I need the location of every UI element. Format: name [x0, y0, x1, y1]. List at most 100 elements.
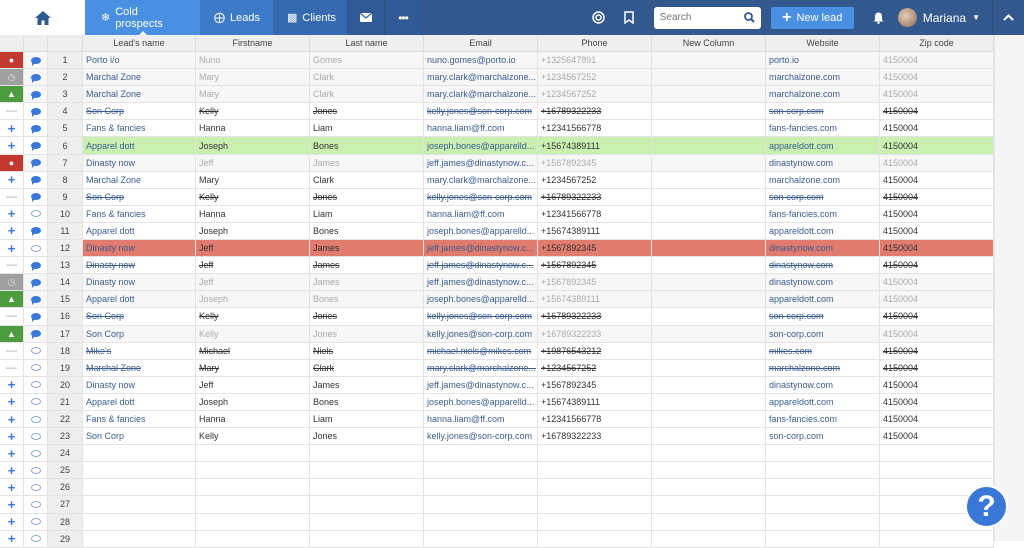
lead-name-cell[interactable]: Mike's — [83, 342, 196, 359]
lead-name-cell[interactable]: Son Corp — [83, 428, 196, 445]
lastname-cell[interactable]: Jones — [310, 428, 424, 445]
minus-icon[interactable]: — — [6, 344, 17, 357]
phone-cell[interactable]: +15674389111 — [538, 222, 652, 240]
lead-name-cell[interactable] — [83, 530, 196, 547]
comment-cell[interactable] — [24, 69, 48, 86]
comment-filled-icon[interactable] — [30, 261, 41, 271]
firstname-cell[interactable]: Joseph — [196, 393, 310, 410]
comment-cell[interactable] — [24, 530, 48, 547]
minus-icon[interactable]: — — [6, 259, 17, 272]
zip-code-cell[interactable]: 4150004 — [880, 52, 994, 69]
website-cell[interactable] — [766, 513, 880, 530]
lastname-cell[interactable]: Clark — [310, 359, 424, 376]
status-cell[interactable]: + — [0, 479, 24, 496]
search-icon[interactable] — [743, 12, 755, 23]
zip-code-cell[interactable]: 4150004 — [880, 359, 994, 376]
status-cell[interactable]: ▲ — [0, 325, 24, 342]
new-column-cell[interactable] — [652, 530, 766, 547]
lead-name-cell[interactable]: Son Corp — [83, 325, 196, 342]
zip-code-cell[interactable]: 4150004 — [880, 308, 994, 325]
firstname-cell[interactable]: Jeff — [196, 274, 310, 291]
status-cell[interactable]: + — [0, 393, 24, 410]
new-column-cell[interactable] — [652, 188, 766, 205]
table-row[interactable]: — 9 Son Corp Kelly Jones kelly.jones@son-corp… — [0, 188, 994, 206]
new-column-cell[interactable] — [652, 86, 766, 103]
email-cell[interactable]: michael.niels@mikes.com — [424, 342, 538, 359]
column-header-new-column[interactable]: New Column — [652, 35, 766, 51]
phone-cell[interactable] — [538, 445, 652, 462]
user-menu[interactable]: Mariana ▼ — [897, 8, 980, 27]
status-cell[interactable]: ▲ — [0, 291, 24, 308]
comment-cell[interactable] — [24, 274, 48, 291]
zip-code-cell[interactable]: 4150004 — [880, 393, 994, 410]
table-row[interactable]: +20 Dinasty now Jeff James jeff.james@dinast… — [0, 376, 994, 394]
table-row[interactable]: +21 Apparel dott Joseph Bones joseph.bones@a… — [0, 393, 994, 411]
comment-cell[interactable] — [24, 171, 48, 188]
table-row[interactable]: +12 Dinasty now Jeff James jeff.james@dinast… — [0, 240, 994, 258]
trophy-icon[interactable]: ▲ — [0, 86, 23, 103]
comment-cell[interactable] — [24, 513, 48, 530]
plus-icon[interactable]: + — [7, 514, 16, 530]
phone-cell[interactable]: +1567892345 — [538, 240, 652, 257]
phone-cell[interactable]: +1325647891 — [538, 52, 652, 69]
zip-code-cell[interactable]: 4150004 — [880, 376, 994, 393]
website-cell[interactable]: dinastynow.com — [766, 240, 880, 257]
zip-code-cell[interactable]: 4150004 — [880, 428, 994, 445]
comment-filled-icon[interactable] — [30, 90, 41, 100]
table-row[interactable]: +8 Marchal Zone Mary Clark mary.clark@marcha… — [0, 171, 994, 189]
zip-code-cell[interactable]: 4150004 — [880, 69, 994, 86]
phone-cell[interactable]: +1567892345 — [538, 257, 652, 274]
website-cell[interactable]: marchalzone.com — [766, 86, 880, 103]
firstname-cell[interactable]: Jeff — [196, 376, 310, 393]
website-cell[interactable]: mikes.com — [766, 342, 880, 359]
table-row[interactable]: ● 7 Dinasty now Jeff James jeff.james@dinasty… — [0, 154, 994, 172]
email-cell[interactable]: jeff.james@dinastynow.c... — [424, 257, 538, 274]
status-cell[interactable]: ▲ — [0, 86, 24, 103]
lead-name-cell[interactable]: Marchal Zone — [83, 69, 196, 86]
plus-icon[interactable]: + — [7, 462, 16, 478]
lastname-cell[interactable]: Clark — [310, 69, 424, 86]
status-cell[interactable]: — — [0, 359, 24, 376]
comment-filled-icon[interactable] — [30, 142, 41, 152]
phone-cell[interactable]: +16789322233 — [538, 103, 652, 120]
notifications-button[interactable] — [864, 0, 894, 35]
column-header-lastname[interactable]: Last name — [310, 35, 424, 51]
table-row[interactable]: — 16 Son Corp Kelly Jones kelly.jones@son-cor… — [0, 308, 994, 326]
zip-code-cell[interactable]: 4150004 — [880, 274, 994, 291]
lead-name-cell[interactable] — [83, 479, 196, 496]
comment-cell[interactable] — [24, 205, 48, 222]
plus-icon[interactable]: + — [7, 531, 16, 547]
table-row[interactable]: +28 — [0, 513, 994, 531]
zip-code-cell[interactable] — [880, 445, 994, 462]
comment-empty-icon[interactable] — [30, 432, 41, 440]
comment-cell[interactable] — [24, 308, 48, 325]
lastname-cell[interactable]: Bones — [310, 222, 424, 240]
lastname-cell[interactable]: Liam — [310, 205, 424, 222]
website-cell[interactable]: dinastynow.com — [766, 376, 880, 393]
collapse-header-button[interactable] — [992, 0, 1024, 35]
website-cell[interactable] — [766, 479, 880, 496]
minus-icon[interactable]: — — [6, 190, 17, 203]
lastname-cell[interactable] — [310, 530, 424, 547]
plus-icon[interactable]: + — [7, 496, 16, 512]
lastname-cell[interactable] — [310, 513, 424, 530]
status-cell[interactable]: + — [0, 120, 24, 137]
help-button[interactable]: ? — [965, 485, 1008, 528]
comment-cell[interactable] — [24, 325, 48, 342]
phone-cell[interactable]: +16789322233 — [538, 428, 652, 445]
lead-name-cell[interactable]: Apparel dott — [83, 137, 196, 154]
status-cell[interactable]: + — [0, 171, 24, 188]
plus-icon[interactable]: + — [7, 223, 16, 239]
phone-cell[interactable]: +1234567252 — [538, 171, 652, 188]
status-cell[interactable]: — — [0, 188, 24, 205]
lastname-cell[interactable]: Gomes — [310, 52, 424, 69]
table-row[interactable]: +10 Fans & fancies Hanna Liam hanna.liam@ff.… — [0, 205, 994, 223]
lead-name-cell[interactable]: Marchal Zone — [83, 171, 196, 188]
email-cell[interactable]: joseph.bones@apparelld... — [424, 137, 538, 154]
status-cell[interactable]: + — [0, 445, 24, 462]
comment-filled-icon[interactable] — [30, 330, 41, 340]
status-cell[interactable]: ● — [0, 154, 24, 171]
plus-icon[interactable]: + — [7, 138, 16, 154]
search-box[interactable] — [653, 6, 761, 29]
lastname-cell[interactable]: Jones — [310, 308, 424, 325]
